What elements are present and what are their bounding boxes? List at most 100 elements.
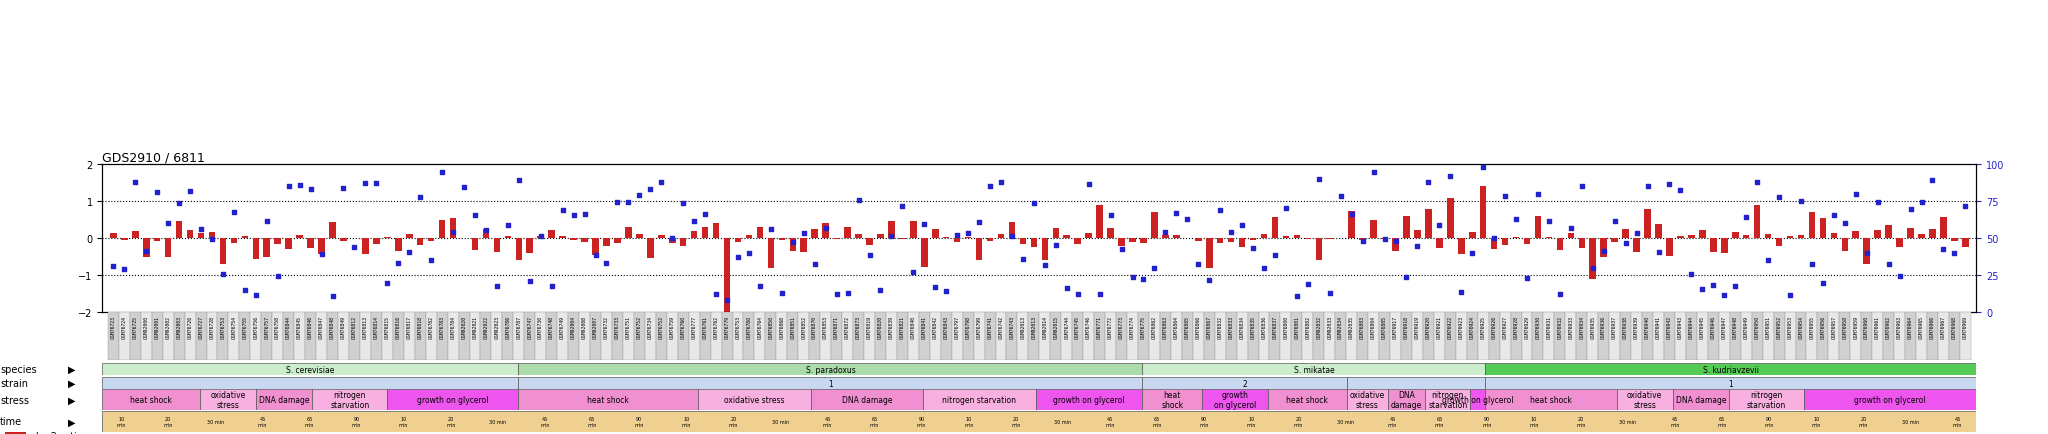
Text: GSM76863: GSM76863 [1163, 315, 1167, 338]
Bar [1808, 213, 1815, 239]
Point [1466, 164, 1499, 171]
Text: GSM76742: GSM76742 [999, 315, 1004, 338]
Bar [688, 312, 700, 360]
Text: 45
min: 45 min [541, 416, 549, 427]
Text: GSM76786: GSM76786 [506, 315, 510, 338]
Text: GSM76832: GSM76832 [1219, 315, 1223, 338]
Bar [635, 312, 645, 360]
Bar [164, 239, 172, 257]
Text: GSM76787: GSM76787 [516, 315, 522, 338]
Point [1116, 274, 1149, 281]
Text: GSM92001: GSM92001 [156, 315, 160, 338]
Bar [1565, 312, 1577, 360]
Bar [743, 312, 754, 360]
Bar [549, 230, 555, 239]
Text: log2 ratio: log2 ratio [37, 431, 82, 434]
Bar [494, 239, 500, 252]
Bar [768, 239, 774, 268]
Text: GSM76754: GSM76754 [231, 315, 236, 338]
Bar [1616, 389, 1673, 410]
Bar [414, 312, 426, 360]
Bar [1106, 312, 1116, 360]
Bar [199, 233, 205, 239]
Bar [874, 312, 887, 360]
Bar [1489, 312, 1499, 360]
Bar [733, 312, 743, 360]
Bar [1425, 389, 1470, 410]
Bar [1622, 230, 1628, 239]
Point [1303, 176, 1335, 183]
Bar [1907, 228, 1913, 239]
Text: GSM92033: GSM92033 [1327, 315, 1333, 338]
Bar [516, 239, 522, 260]
Text: GSM76954: GSM76954 [1798, 315, 1804, 338]
Bar [657, 235, 664, 239]
Text: GSM76733: GSM76733 [614, 315, 621, 338]
Point [1565, 183, 1597, 190]
Point [1653, 181, 1686, 188]
Text: GSM76966: GSM76966 [1929, 315, 1935, 338]
Text: GSM76801: GSM76801 [1294, 315, 1298, 338]
Bar [102, 363, 518, 375]
Bar [1204, 312, 1214, 360]
Point [1620, 230, 1653, 237]
Bar [823, 224, 829, 239]
Bar [1962, 239, 1968, 247]
Point [952, 230, 985, 237]
Point [1368, 236, 1401, 243]
Text: GSM92008: GSM92008 [582, 315, 588, 338]
Point [776, 239, 809, 246]
Point [217, 209, 250, 216]
Text: GSM76777: GSM76777 [692, 315, 696, 338]
Text: GSM76957: GSM76957 [1831, 315, 1837, 338]
Text: 45
min: 45 min [258, 416, 266, 427]
Text: GSM76734: GSM76734 [647, 315, 653, 338]
Bar [262, 312, 272, 360]
Text: GDS2910 / 6811: GDS2910 / 6811 [102, 151, 205, 164]
Text: GSM76752: GSM76752 [637, 315, 641, 338]
Point [272, 183, 305, 190]
Bar [1237, 312, 1247, 360]
Bar [811, 230, 817, 239]
Bar [350, 238, 358, 239]
Text: GSM76952: GSM76952 [1776, 315, 1782, 338]
Point [1292, 280, 1325, 287]
Bar [877, 235, 885, 239]
Point [162, 201, 195, 207]
Text: GSM92034: GSM92034 [1337, 315, 1343, 338]
Bar [625, 227, 631, 239]
Point [426, 169, 459, 176]
Bar [449, 312, 459, 360]
Bar [778, 239, 784, 241]
Bar [1501, 239, 1509, 245]
Point [1411, 179, 1444, 186]
Bar [1776, 239, 1782, 246]
Text: GSM92014: GSM92014 [1042, 315, 1047, 338]
Bar [102, 389, 201, 410]
Bar [678, 312, 688, 360]
Bar [670, 239, 676, 243]
Text: GSM76747: GSM76747 [526, 315, 532, 338]
Bar [1481, 187, 1487, 239]
Text: GSM76921: GSM76921 [1438, 315, 1442, 338]
Point [1028, 262, 1061, 269]
Bar [285, 239, 293, 250]
Text: 10
min: 10 min [1812, 416, 1821, 427]
Bar [582, 239, 588, 242]
Point [1204, 207, 1237, 214]
Bar [129, 312, 141, 360]
Bar [535, 312, 547, 360]
Text: GSM76937: GSM76937 [1612, 315, 1618, 338]
Bar [1448, 198, 1454, 239]
Point [1270, 205, 1303, 212]
Bar [250, 312, 262, 360]
Point [854, 252, 887, 259]
Point [1905, 199, 1937, 206]
Bar [1960, 312, 1970, 360]
Bar [1708, 312, 1718, 360]
Point [1126, 276, 1159, 283]
Text: 20
min: 20 min [1577, 416, 1585, 427]
Text: GSM92007: GSM92007 [594, 315, 598, 338]
Bar [1217, 239, 1223, 243]
Bar [428, 239, 434, 242]
